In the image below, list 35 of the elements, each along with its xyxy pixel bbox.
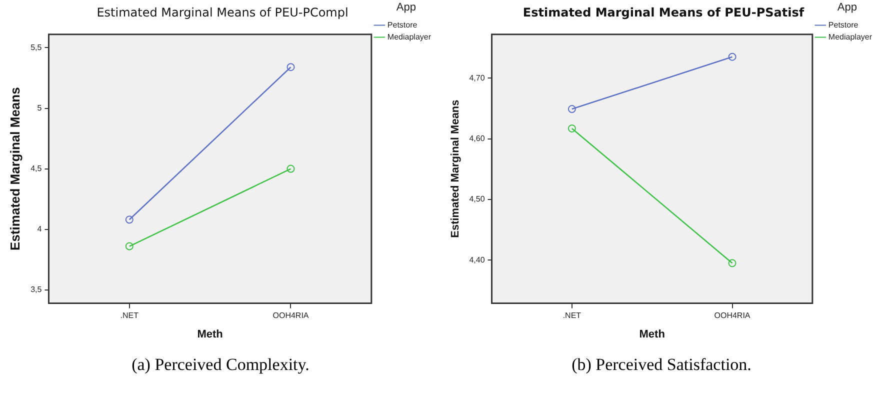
point [286,164,295,173]
x-tick-label: .NET [562,311,582,320]
y-tick-label: 4,50 [469,194,486,204]
y-tick-label: 3,5 [30,285,42,294]
legend-title: App [396,2,416,14]
point [125,216,134,224]
x-tick-label: OOH4RIA [714,311,751,320]
x-axis-title: Meth [197,328,224,340]
point [568,124,576,132]
point [286,63,295,72]
y-tick-label: 4,70 [469,73,486,82]
x-tick-label: OOH4RIA [272,311,310,320]
y-axis-title: Estimated Marginal Means [7,87,22,250]
point [728,52,736,61]
x-axis-title: Meth [639,328,666,340]
y-tick-label: 4,40 [469,255,486,264]
legend-label: Petstore [828,20,859,30]
y-tick-label: 4,5 [30,164,42,174]
y-axis-title: Estimated Marginal Means [450,100,462,238]
legend-label: Mediaplayer [828,32,872,42]
legend-title: App [837,2,857,14]
chart-title: Estimated Marginal Means of PEU-PCompl [96,5,348,20]
point [728,259,736,268]
y-tick-label: 5,5 [30,42,42,52]
text: (b) Perceived Satisfaction. [570,355,752,375]
point [125,242,134,250]
y-tick-label: 4 [37,224,42,234]
y-tick-label: 5 [37,103,42,112]
chart-title: Estimated Marginal Means of PEU-PSatisf [522,5,805,20]
legend-label: Petstore [387,20,418,30]
text: (a) Perceived Complexity. [130,355,310,375]
point [568,105,576,114]
x-tick-label: .NET [120,311,139,320]
legend-label: Mediaplayer [387,32,432,42]
y-tick-label: 4,60 [469,134,486,143]
